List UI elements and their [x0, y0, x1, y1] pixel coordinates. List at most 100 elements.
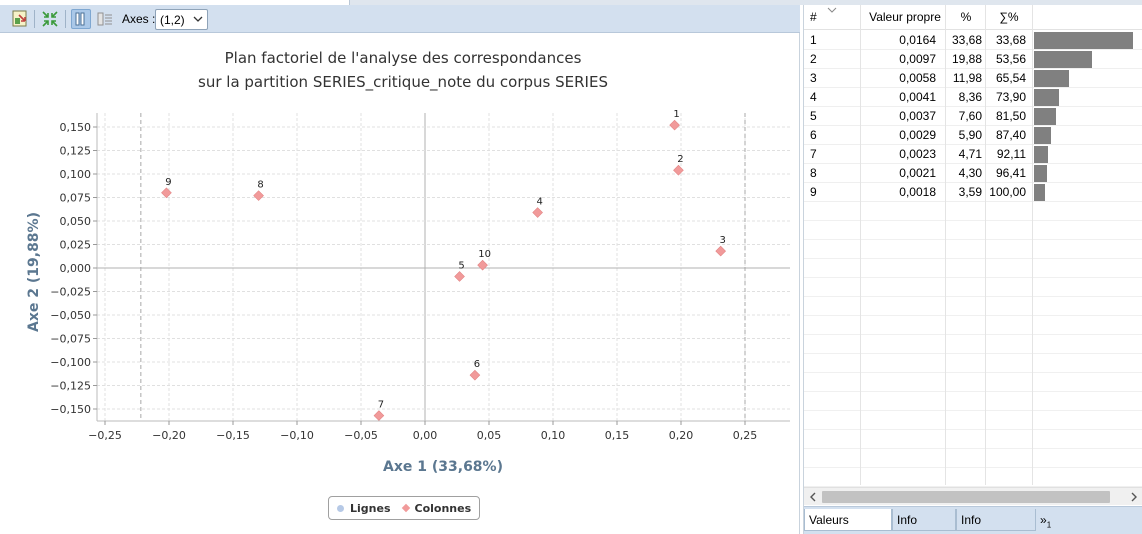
tab-column-info[interactable]: Info colonnes: [956, 509, 1036, 531]
eigenvalue-bar: [1034, 127, 1051, 144]
cell-cumulative: 87,40: [995, 128, 1026, 142]
data-point-label: 5: [458, 260, 464, 271]
data-point-4[interactable]: [532, 207, 543, 218]
list-view-button[interactable]: [95, 9, 115, 29]
y-axis-label: Axe 2 (19,88%): [26, 212, 42, 332]
cell-eigenvalue: 0,0029: [899, 128, 936, 142]
fit-view-button[interactable]: [40, 9, 60, 29]
empty-row: [804, 278, 1142, 297]
overflow-chevron-icon: »: [1040, 513, 1047, 527]
circle-marker-icon: [337, 504, 344, 512]
table-row[interactable]: 3 0,0058 11,98 65,54: [804, 69, 1142, 88]
x-axis-label: Axe 1 (33,68%): [383, 459, 503, 475]
table-row[interactable]: 4 0,0041 8,36 73,90: [804, 88, 1142, 107]
data-point-label: 4: [536, 197, 542, 208]
cell-cumulative: 53,56: [995, 52, 1026, 66]
cell-eigenvalue: 0,0023: [899, 147, 936, 161]
x-tick-label: 0,25: [733, 429, 758, 442]
header-eigenvalue[interactable]: Valeur propre: [869, 10, 941, 24]
y-tick-label: −0,025: [50, 286, 91, 299]
cell-eigenvalue: 0,0058: [899, 71, 936, 85]
toolbar-separator: [34, 10, 35, 28]
axes-select[interactable]: (1,2): [155, 9, 208, 30]
tab-row-info[interactable]: Info lignes: [892, 509, 956, 531]
y-tick-label: 0,025: [60, 239, 92, 252]
header-cumulative[interactable]: ∑%: [999, 10, 1019, 24]
data-point-label: 8: [257, 180, 263, 191]
cell-cumulative: 33,68: [995, 33, 1026, 47]
header-percent[interactable]: %: [960, 10, 972, 24]
data-point-label: 3: [719, 235, 725, 246]
x-tick-label: −0,15: [216, 429, 250, 442]
axes-select-value: (1,2): [160, 13, 185, 27]
legend-item-lignes[interactable]: Lignes: [337, 502, 391, 515]
empty-row: [804, 373, 1142, 392]
scroll-left-icon[interactable]: [808, 491, 818, 503]
show-labels-icon: [75, 12, 85, 26]
table-row[interactable]: 7 0,0023 4,71 92,11: [804, 145, 1142, 164]
legend-item-colonnes[interactable]: Colonnes: [401, 501, 472, 515]
data-point-6[interactable]: [469, 369, 481, 381]
cell-cumulative: 100,00: [989, 185, 1026, 199]
tab-eigenvalues[interactable]: Valeurs propres: [804, 509, 892, 531]
show-labels-toggle[interactable]: [71, 9, 91, 29]
table-row[interactable]: 8 0,0021 4,30 96,41: [804, 164, 1142, 183]
data-point-3[interactable]: [715, 245, 726, 257]
table-row[interactable]: 2 0,0097 19,88 53,56: [804, 50, 1142, 69]
empty-row: [804, 354, 1142, 373]
cell-eigenvalue: 0,0097: [899, 52, 936, 66]
empty-row: [804, 297, 1142, 316]
data-point-10[interactable]: [477, 259, 488, 271]
empty-row: [804, 221, 1142, 240]
column-separator: [945, 5, 946, 485]
column-separator: [985, 5, 986, 485]
chart-title-line2: sur la partition SERIES_critique_note du…: [198, 73, 608, 92]
tick-labels: −0,25 −0,20 −0,15 −0,10 −0,05 0,00 0,05 0,10 0,1…: [50, 121, 757, 442]
eigenvalue-bar: [1034, 32, 1133, 49]
data-point-2[interactable]: [673, 164, 684, 176]
axes: [93, 113, 790, 425]
scroll-right-icon[interactable]: [1129, 491, 1139, 503]
cell-percent: 4,30: [958, 166, 982, 180]
data-point-label: 7: [378, 400, 384, 411]
x-tick-label: 0,05: [477, 429, 502, 442]
cell-number: 8: [810, 166, 817, 180]
table-row[interactable]: 5 0,0037 7,60 81,50: [804, 107, 1142, 126]
data-point-label: 6: [474, 359, 480, 370]
factorial-plane-chart: Plan factoriel de l'analyse des correspo…: [0, 33, 800, 534]
cell-cumulative: 65,54: [995, 71, 1026, 85]
cell-number: 3: [810, 71, 817, 85]
empty-row: [804, 411, 1142, 430]
data-point-5[interactable]: [454, 271, 465, 282]
data-point-8[interactable]: [253, 190, 264, 201]
cell-percent: 3,59: [958, 185, 982, 199]
empty-row: [804, 449, 1142, 468]
data-point-7[interactable]: [373, 410, 385, 421]
chart-toolbar: Axes : (1,2): [0, 5, 800, 33]
cell-eigenvalue: 0,0041: [899, 90, 936, 104]
top-tab-strip: [0, 0, 1142, 5]
fit-icon: [42, 11, 58, 27]
data-point-1[interactable]: [669, 119, 680, 131]
active-editor-tab[interactable]: [0, 0, 350, 5]
chart-title-line1: Plan factoriel de l'analyse des correspo…: [225, 49, 582, 67]
x-tick-label: −0,25: [88, 429, 122, 442]
table-row[interactable]: 6 0,0029 5,90 87,40: [804, 126, 1142, 145]
table-row[interactable]: 9 0,0018 3,59 100,00: [804, 183, 1142, 202]
empty-row: [804, 392, 1142, 411]
legend-label: Colonnes: [414, 501, 472, 515]
tab-overflow[interactable]: »1: [1036, 509, 1062, 531]
horizontal-scrollbar[interactable]: [804, 487, 1142, 505]
x-tick-label: 0,20: [669, 429, 694, 442]
y-tick-label: 0,125: [60, 145, 92, 158]
y-tick-label: 0,150: [60, 121, 92, 134]
x-tick-label: 0,00: [413, 429, 438, 442]
eigenvalues-pane: # Valeur propre % ∑% 1 0,0164 33,68 33,68 2 0…: [803, 5, 1142, 534]
bottom-tab-bar: Valeurs propres Info lignes Info colonne…: [804, 506, 1142, 534]
scrollbar-thumb[interactable]: [822, 491, 1110, 503]
data-point-9[interactable]: [161, 187, 172, 199]
export-button[interactable]: [10, 9, 30, 29]
header-number[interactable]: #: [810, 10, 817, 24]
table-row[interactable]: 1 0,0164 33,68 33,68: [804, 31, 1142, 50]
